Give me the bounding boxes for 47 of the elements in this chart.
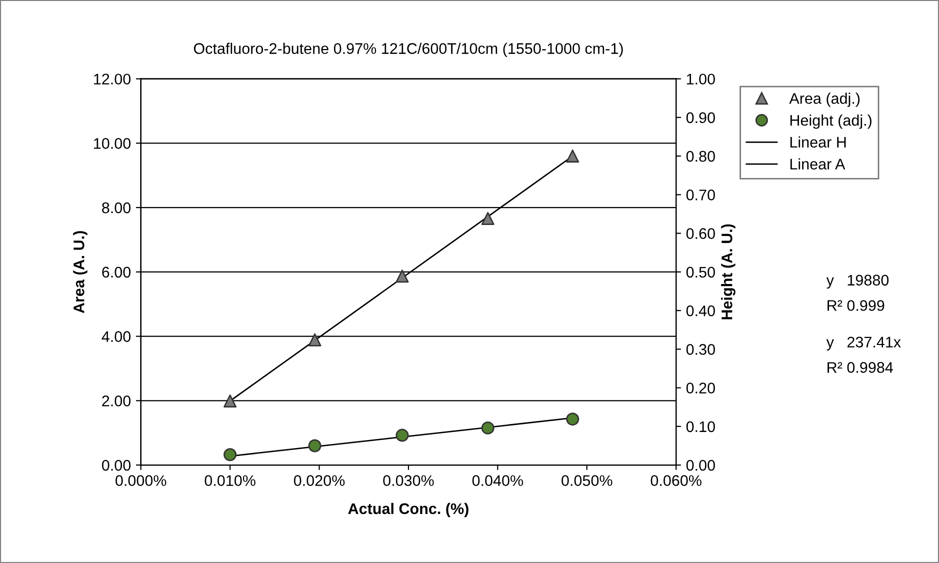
y-tick-label: 10.00 bbox=[94, 138, 131, 149]
chart-title: Octafluoro-2-butene 0.97% 121C/600T/10cm (1550-1000 cm-1) bbox=[194, 42, 623, 57]
y-axis-title: Area (A. U.) bbox=[73, 231, 88, 314]
text: R² 0.999 bbox=[828, 300, 884, 311]
y-tick-label: 0.00 bbox=[102, 460, 131, 471]
point bbox=[481, 421, 494, 434]
y2-tick-label: 0.10 bbox=[686, 421, 715, 432]
y-tick-label: 4.00 bbox=[102, 331, 131, 342]
x-tick-label: 0.050% bbox=[562, 475, 612, 486]
x-tick-label: 0.010% bbox=[204, 475, 256, 486]
text: y 237.41x bbox=[826, 336, 901, 351]
x-tick-label: 0.000% bbox=[116, 475, 166, 486]
legend-label: Linear A bbox=[790, 158, 846, 170]
y2-tick-label: 0.70 bbox=[686, 190, 715, 200]
text: y 19880 bbox=[826, 274, 889, 289]
y2-tick-label: 0.60 bbox=[686, 228, 715, 239]
x-tick-label: 0.020% bbox=[294, 475, 345, 486]
point bbox=[566, 150, 580, 163]
point bbox=[396, 270, 409, 283]
y-tick-label: 8.00 bbox=[102, 202, 131, 214]
x-axis-title: Actual Conc. (%) bbox=[348, 502, 468, 518]
text: R² 0.9984 bbox=[828, 362, 893, 373]
y2-tick-label: 0.90 bbox=[686, 112, 715, 124]
legend-label: Area (adj.) bbox=[789, 92, 860, 107]
point bbox=[481, 212, 494, 226]
y-tick-label: 2.00 bbox=[102, 396, 131, 406]
y2-tick-label: 0.30 bbox=[686, 344, 715, 355]
y2-tick-label: 0.40 bbox=[686, 305, 715, 316]
point bbox=[224, 448, 237, 462]
y-tick-label: 6.00 bbox=[102, 266, 131, 278]
x-tick-label: 0.030% bbox=[383, 475, 434, 486]
y-tick-label: 12.00 bbox=[94, 74, 131, 85]
point bbox=[308, 439, 322, 452]
legend-label: Height (adj.) bbox=[790, 114, 872, 129]
y2-tick-label: 0.00 bbox=[686, 460, 715, 471]
point bbox=[566, 412, 580, 426]
y2-axis-title: Height (A. U.) bbox=[721, 224, 736, 320]
point bbox=[396, 428, 409, 442]
point bbox=[224, 394, 237, 408]
x-tick-label: 0.040% bbox=[472, 475, 524, 486]
x-tick-label: 0.060% bbox=[650, 475, 702, 486]
point bbox=[308, 333, 322, 346]
y2-tick-label: 0.80 bbox=[686, 150, 715, 162]
y2-tick-label: 0.20 bbox=[686, 382, 715, 394]
y2-tick-label: 1.00 bbox=[686, 74, 715, 85]
y2-tick-label: 0.50 bbox=[686, 266, 715, 278]
legend-label: Linear H bbox=[790, 136, 846, 148]
